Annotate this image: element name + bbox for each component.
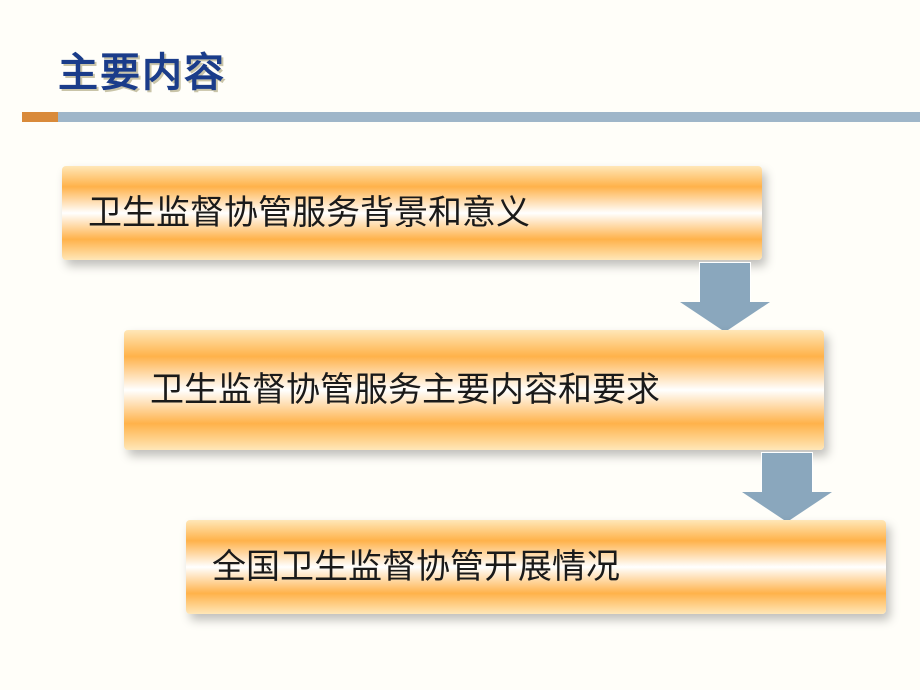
down-arrow-2 <box>742 452 832 522</box>
slide-title: 主要内容 <box>58 51 226 95</box>
arrow-head-icon <box>680 302 770 332</box>
content-box-2-text: 卫生监督协管服务主要内容和要求 <box>150 369 660 412</box>
arrow-head-icon <box>742 492 832 522</box>
title-area: 主要内容 <box>58 40 226 98</box>
content-box-1: 卫生监督协管服务背景和意义 <box>62 166 762 260</box>
content-box-1-text: 卫生监督协管服务背景和意义 <box>88 192 530 235</box>
arrow-stem-icon <box>699 262 751 302</box>
content-box-2: 卫生监督协管服务主要内容和要求 <box>124 330 824 450</box>
content-box-3: 全国卫生监督协管开展情况 <box>186 520 886 614</box>
content-box-3-text: 全国卫生监督协管开展情况 <box>212 546 620 589</box>
arrow-stem-icon <box>761 452 813 492</box>
accent-left-block <box>22 112 58 122</box>
accent-horizontal-line <box>58 112 920 122</box>
down-arrow-1 <box>680 262 770 332</box>
